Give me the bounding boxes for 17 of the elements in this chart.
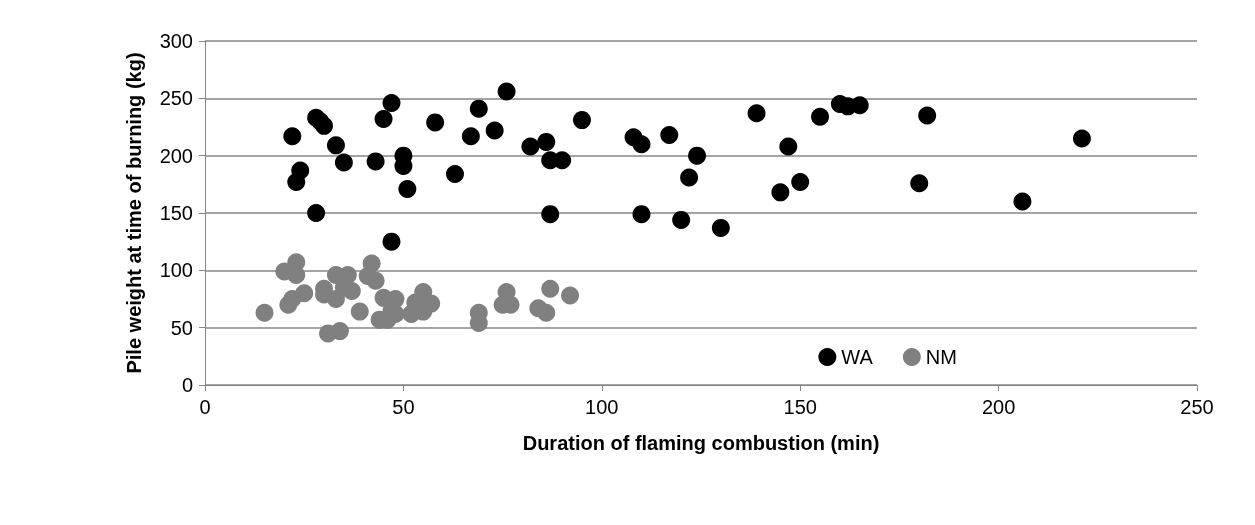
x-axis-title: Duration of flaming combustion (min) — [522, 432, 880, 454]
x-tick-label: 50 — [392, 396, 415, 418]
x-tick-label: 0 — [199, 396, 211, 418]
y-tick-label: 200 — [159, 144, 193, 167]
x-tick-label: 100 — [585, 396, 619, 418]
y-tick-label: 300 — [159, 30, 193, 52]
legend-label: NM — [925, 346, 957, 368]
y-tick-label: 50 — [170, 316, 193, 339]
x-tick-label: 150 — [783, 396, 817, 418]
y-axis-title: Pile weight at time of burning (kg) — [123, 52, 145, 374]
x-tick-label: 200 — [981, 396, 1016, 418]
x-tick-label: 250 — [1180, 396, 1214, 418]
y-tick-label: 0 — [181, 374, 193, 396]
legend-label: WA — [841, 346, 874, 368]
y-tick-label: 150 — [159, 202, 193, 224]
y-tick-label: 250 — [159, 87, 193, 110]
y-tick-label: 100 — [159, 259, 193, 282]
